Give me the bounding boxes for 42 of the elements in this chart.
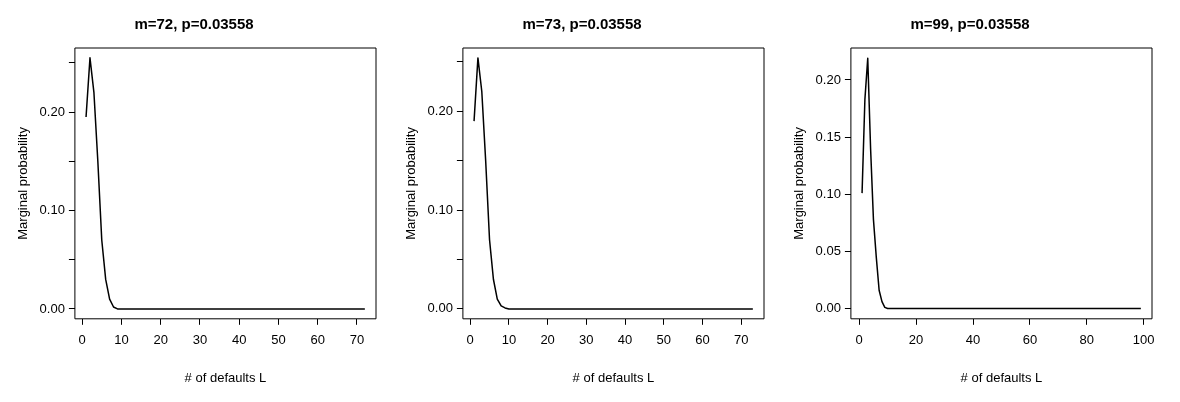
x-tick-label: 60 (695, 332, 710, 348)
y-tick-label: 0.05 (815, 242, 841, 258)
y-tick-label: 0.10 (39, 202, 65, 218)
y-tick-label: 0.20 (39, 103, 65, 119)
x-tick-label: 70 (734, 332, 749, 348)
y-tick-label: 0.10 (815, 185, 841, 201)
x-tick-label: 100 (1132, 332, 1155, 348)
x-axis-title: # of defaults L (184, 369, 267, 385)
x-tick-label: 50 (271, 332, 286, 348)
y-tick-label: 0.20 (815, 71, 841, 87)
x-tick-label: 0 (78, 332, 86, 348)
x-tick-label: 20 (540, 332, 555, 348)
y-tick-label: 0.10 (427, 201, 453, 217)
x-tick-label: 0 (466, 332, 474, 348)
x-tick-label: 10 (501, 332, 517, 348)
x-tick-label: 40 (617, 332, 633, 348)
x-tick-label: 0 (855, 332, 863, 348)
y-tick-label: 0.00 (39, 300, 65, 316)
y-axis-title: Marginal probability (15, 126, 31, 240)
y-axis-title: Marginal probability (791, 126, 807, 240)
y-tick-label: 0.20 (427, 102, 453, 118)
x-tick-label: 60 (1022, 332, 1038, 348)
y-tick-label: 0.15 (815, 128, 841, 144)
x-tick-label: 40 (231, 332, 247, 348)
x-tick-label: 80 (1079, 332, 1095, 348)
x-tick-label: 40 (965, 332, 981, 348)
chart-title: m=99, p=0.03558 (910, 15, 1030, 33)
x-tick-label: 20 (908, 332, 924, 348)
x-tick-label: 70 (349, 332, 365, 348)
y-axis-title: Marginal probability (403, 126, 419, 240)
x-axis-title: # of defaults L (960, 369, 1043, 385)
x-tick-label: 50 (656, 332, 672, 348)
x-tick-label: 10 (114, 332, 129, 348)
chart-title: m=72, p=0.03558 (134, 15, 254, 33)
y-tick-label: 0.00 (815, 300, 841, 316)
chart-title: m=73, p=0.03558 (522, 15, 642, 33)
x-tick-label: 30 (579, 332, 594, 348)
x-axis-title: # of defaults L (572, 369, 655, 385)
x-tick-label: 30 (192, 332, 208, 348)
x-tick-label: 60 (310, 332, 325, 348)
y-tick-label: 0.00 (427, 300, 453, 316)
x-tick-label: 20 (153, 332, 168, 348)
